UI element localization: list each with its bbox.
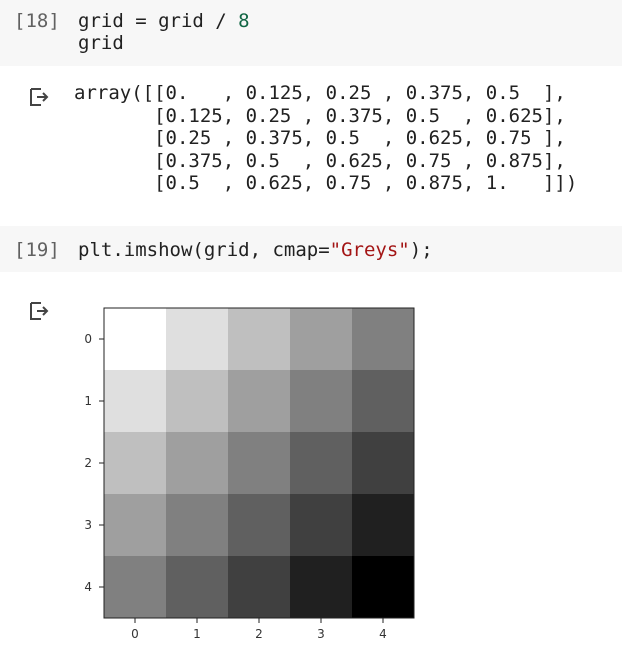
code-editor[interactable]: grid = grid / 8 grid: [78, 10, 250, 54]
code-cell-19-input[interactable]: [19] plt.imshow(grid, cmap="Greys");: [0, 226, 622, 272]
output-line: [0.5 , 0.625, 0.75 , 0.875, 1. ]]): [74, 172, 578, 194]
heatmap-cell-2-4: [352, 432, 415, 495]
heatmap-cell-3-4: [352, 494, 415, 557]
output-redirect-icon[interactable]: [28, 300, 50, 322]
output-redirect-icon[interactable]: [28, 86, 50, 108]
heatmap-cell-2-3: [290, 432, 353, 495]
code-token: grid = grid /: [78, 10, 239, 32]
code-cell-18-input[interactable]: [18] grid = grid / 8 grid: [0, 0, 622, 66]
heatmap-cell-4-2: [228, 556, 291, 619]
heatmap-cell-4-4: [352, 556, 415, 619]
code-line: grid = grid / 8: [78, 10, 250, 32]
heatmap-cell-1-0: [104, 370, 167, 433]
imshow-plot: 0 1 2 3 4 0 1 2 3 4: [84, 307, 415, 641]
code-line: grid: [78, 32, 250, 54]
heatmap-cell-4-3: [290, 556, 353, 619]
heatmap-cell-0-2: [228, 308, 291, 371]
heatmap-cell-1-4: [352, 370, 415, 433]
heatmap-cell-3-0: [104, 494, 167, 557]
code-token: );: [409, 239, 433, 261]
code-cell-19-output: 0 1 2 3 4 0 1 2 3 4: [0, 290, 622, 653]
y-tick-label: 0: [84, 332, 92, 346]
output-line: array([[0. , 0.125, 0.25 , 0.375, 0.5 ],: [74, 82, 566, 104]
x-tick-label: 3: [317, 627, 325, 641]
output-array-text: array([[0. , 0.125, 0.25 , 0.375, 0.5 ],…: [74, 82, 577, 195]
heatmap-cell-0-3: [290, 308, 353, 371]
code-token: plt.imshow(grid, cmap=: [78, 239, 330, 261]
output-line: [0.125, 0.25 , 0.375, 0.5 , 0.625],: [74, 104, 566, 127]
x-tick-label: 4: [379, 627, 387, 641]
heatmap-cell-3-3: [290, 494, 353, 557]
heatmap-cell-0-1: [166, 308, 229, 371]
heatmap-cell-1-2: [228, 370, 291, 433]
output-line: [0.25 , 0.375, 0.5 , 0.625, 0.75 ],: [74, 127, 566, 149]
y-tick-label: 2: [84, 456, 92, 470]
heatmap-cell-4-1: [166, 556, 229, 619]
heatmap-cell-0-4: [352, 308, 415, 371]
output-line: [0.375, 0.5 , 0.625, 0.75 , 0.875],: [74, 149, 566, 172]
x-tick-label: 1: [193, 627, 201, 641]
y-tick-label: 4: [84, 580, 92, 594]
string-literal: "Greys": [329, 239, 410, 261]
heatmap-cell-2-1: [166, 432, 229, 495]
y-tick-label: 1: [84, 394, 92, 408]
heatmap-cell-3-1: [166, 494, 229, 557]
x-tick-label: 0: [131, 627, 139, 641]
heatmap-cell-1-1: [166, 370, 229, 433]
heatmap-cell-2-2: [228, 432, 291, 495]
number-literal: 8: [238, 10, 250, 32]
heatmap-cell-2-0: [104, 432, 167, 495]
heatmap-cell-0-0: [104, 308, 167, 371]
heatmap-cell-4-0: [104, 556, 167, 619]
heatmap-cell-1-3: [290, 370, 353, 433]
x-tick-label: 2: [255, 627, 263, 641]
cell-prompt: [18]: [14, 10, 60, 32]
y-tick-label: 3: [84, 518, 92, 532]
code-cell-18-output: array([[0. , 0.125, 0.25 , 0.375, 0.5 ],…: [0, 80, 622, 205]
heatmap-cell-3-2: [228, 494, 291, 557]
code-editor[interactable]: plt.imshow(grid, cmap="Greys");: [78, 239, 433, 261]
code-line: plt.imshow(grid, cmap="Greys");: [78, 239, 433, 261]
code-token: grid: [78, 32, 124, 54]
cell-prompt: [19]: [14, 239, 60, 261]
